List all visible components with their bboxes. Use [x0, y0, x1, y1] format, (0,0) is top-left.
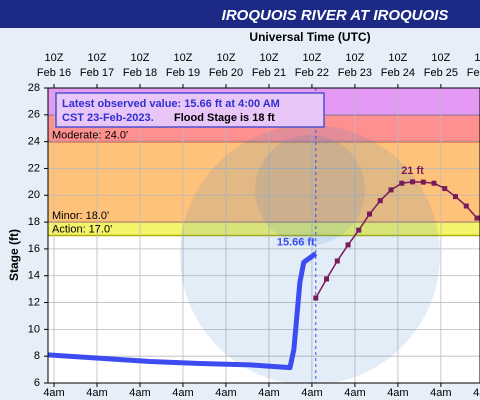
x-tick-local: 4am [172, 387, 193, 399]
point-marker [377, 198, 383, 204]
y-tick-label: 16 [28, 243, 40, 255]
x-tick-utc: 10Z [45, 52, 64, 64]
x-tick-label: Feb 23 [338, 67, 372, 79]
point-marker [431, 180, 437, 186]
x-tick-utc: 10Z [474, 52, 480, 64]
point-marker [399, 180, 405, 186]
point-marker [334, 258, 340, 264]
y-tick-label: 8 [34, 350, 40, 362]
x-tick-utc: 10Z [173, 52, 192, 64]
y-tick-label: 12 [28, 296, 40, 308]
point-marker [367, 211, 373, 217]
info-line: Latest observed value: 15.66 ft at 4:00 … [62, 98, 280, 110]
point-marker [345, 242, 351, 248]
flood-band [48, 222, 480, 236]
watermark-logo-inner [255, 135, 365, 245]
chart-title: IROQUOIS RIVER AT IROQUOIS [222, 7, 449, 24]
x-tick-label: Feb 21 [252, 67, 286, 79]
flood-label: Moderate: 24.0' [52, 130, 128, 142]
x-tick-utc: 10Z [431, 52, 450, 64]
grid [48, 88, 480, 383]
x-tick-local: 4am [301, 387, 322, 399]
x-tick-label: Feb 20 [209, 67, 243, 79]
watermark-logo [180, 125, 440, 383]
x-tick-label: Feb 24 [381, 67, 415, 79]
x-tick-local: 4am [215, 387, 236, 399]
y-tick-label: 18 [28, 216, 40, 228]
point-marker [388, 187, 394, 193]
x-axis-label: Universal Time (UTC) [249, 30, 370, 44]
x-tick-local: 4am [430, 387, 451, 399]
x-tick-utc: 10Z [88, 52, 107, 64]
point-marker [324, 276, 330, 282]
plot-frame [47, 87, 480, 384]
x-tick-local: 4am [258, 387, 279, 399]
x-tick-label: Feb 16 [37, 67, 71, 79]
value-label: 21 ft [401, 165, 424, 177]
point-marker [442, 186, 448, 192]
y-tick-label: 20 [28, 189, 40, 201]
info-box [55, 92, 325, 128]
y-tick-label: 28 [28, 82, 40, 94]
x-tick-local: 4am [387, 387, 408, 399]
y-tick-label: 6 [34, 377, 40, 389]
y-tick-label: 24 [28, 136, 40, 148]
point-marker [474, 215, 480, 221]
x-tick-label: Feb 19 [166, 67, 200, 79]
x-tick-utc: 10Z [388, 52, 407, 64]
point-marker [410, 179, 416, 185]
point-marker [356, 227, 362, 233]
x-tick-local: 4am [473, 387, 480, 399]
x-tick-local: 4am [43, 387, 64, 399]
marks [48, 88, 480, 383]
info-line: CST 23-Feb-2023. [62, 112, 154, 124]
y-tick-label: 14 [28, 270, 40, 282]
flood-label: Minor: 18.0' [52, 210, 109, 222]
labels: Action: 17.0'Minor: 18.0' Moderate: 24.0'… [28, 52, 480, 399]
flood-label: Action: 17.0' [52, 223, 112, 235]
x-tick-local: 4am [86, 387, 107, 399]
point-marker [463, 203, 469, 209]
x-tick-utc: 10Z [131, 52, 150, 64]
flood-stage-note: Flood Stage is 18 ft [174, 112, 275, 124]
x-tick-label: Feb 17 [80, 67, 114, 79]
x-tick-local: 4am [129, 387, 150, 399]
point-marker [313, 295, 319, 301]
point-marker [452, 194, 458, 200]
y-tick-label: 26 [28, 109, 40, 121]
series-line [315, 181, 478, 299]
y-tick-label: 22 [28, 162, 40, 174]
x-tick-utc: 10Z [302, 52, 321, 64]
x-tick-local: 4am [344, 387, 365, 399]
x-tick-utc: 10Z [216, 52, 235, 64]
y-tick-label: 10 [28, 323, 40, 335]
series-line [48, 251, 318, 371]
y-axis-label: Stage (ft) [7, 229, 21, 281]
x-tick-utc: 10Z [345, 52, 364, 64]
title-bar [0, 0, 480, 28]
x-tick-label: Feb 22 [295, 67, 329, 79]
x-tick-label: Feb 26 [467, 67, 480, 79]
x-tick-label: Feb 25 [424, 67, 458, 79]
x-tick-utc: 10Z [259, 52, 278, 64]
value-label: 15.66 ft [277, 236, 315, 248]
x-tick-label: Feb 18 [123, 67, 157, 79]
point-marker [420, 179, 426, 185]
